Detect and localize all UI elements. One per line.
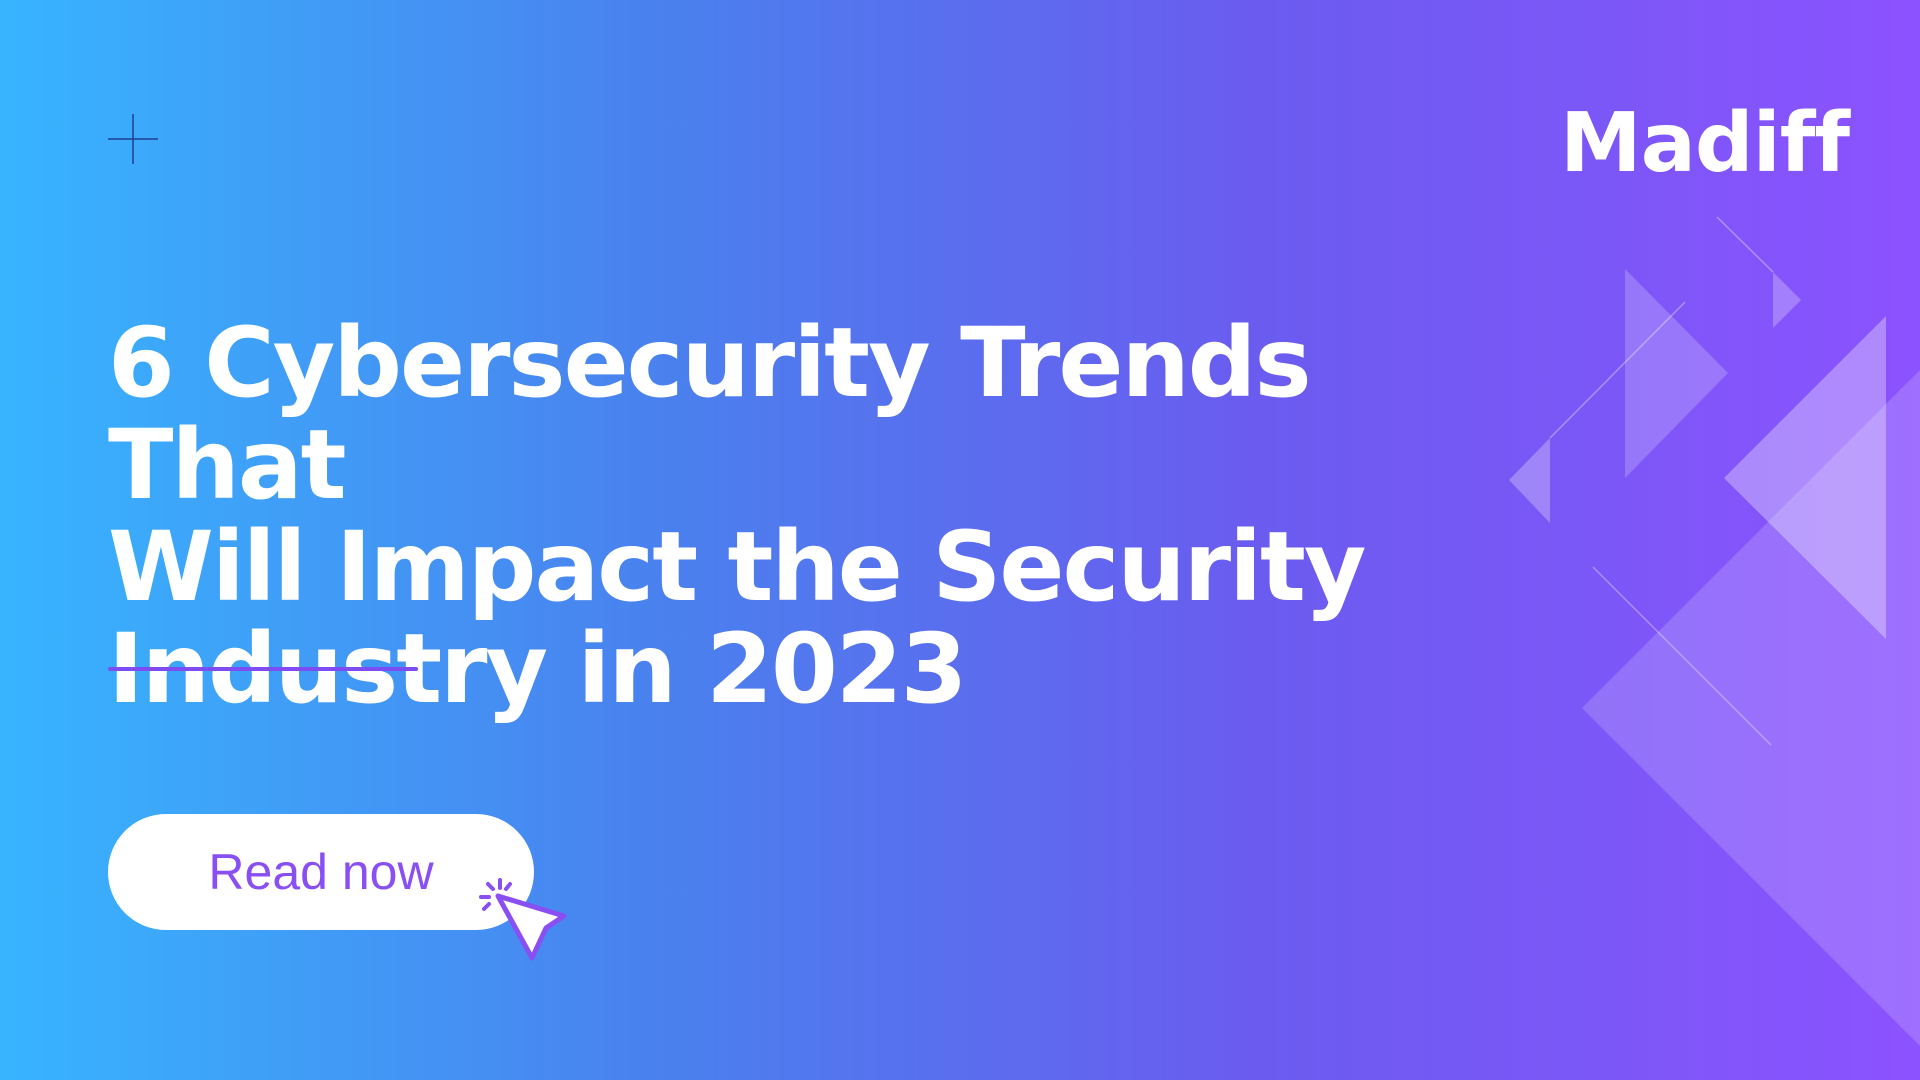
headline-line: Will Impact the Security — [108, 511, 1366, 623]
headline-line: 6 Cybersecurity Trends That — [108, 307, 1312, 521]
headline: 6 Cybersecurity Trends That Will Impact … — [108, 312, 1448, 720]
accent-divider — [108, 667, 418, 671]
plus-icon — [108, 114, 158, 164]
read-now-button[interactable]: Read now — [108, 814, 534, 930]
cursor-click-icon — [479, 878, 567, 961]
brand-logo: Madiff — [1560, 96, 1850, 191]
